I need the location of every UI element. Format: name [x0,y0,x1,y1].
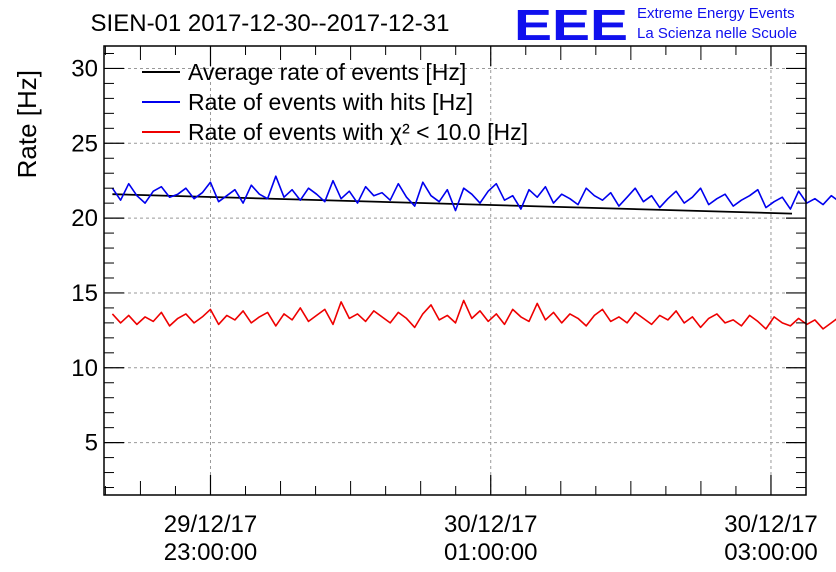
legend-entry-1: Average rate of events [Hz] [188,59,466,85]
y-tick-label: 25 [71,130,98,157]
eee-logo-line1: Extreme Energy Events [637,5,795,22]
eee-logo-line2: La Scienza nelle Scuole [637,25,797,42]
y-tick-label: 15 [71,280,98,307]
x-tick-labels: 29/12/1723:00:0030/12/1701:00:0030/12/17… [164,511,818,566]
x-tick-date-label: 30/12/17 [444,511,537,538]
y-axis-label: Rate [Hz] [12,70,42,178]
series-line-3 [111,299,836,330]
series-group [111,175,836,330]
x-tick-time-label: 23:00:00 [164,539,257,566]
x-tick-time-label: 03:00:00 [724,539,817,566]
legend: Average rate of events [Hz] Rate of event… [142,59,528,145]
x-tick-time-label: 01:00:00 [444,539,537,566]
y-tick-label: 20 [71,205,98,232]
axis-ticks [104,46,807,495]
y-tick-label: 30 [71,55,98,82]
y-tick-label: 5 [85,430,98,457]
legend-entry-3: Rate of events with χ² < 10.0 [Hz] [188,119,528,145]
legend-entry-2: Rate of events with hits [Hz] [188,89,473,115]
series-line-2 [111,175,836,212]
y-tick-label: 10 [71,355,98,382]
plot-frame [103,45,807,496]
chart-title: SIEN-01 2017-12-30--2017-12-31 [91,10,450,37]
x-tick-date-label: 29/12/17 [164,511,257,538]
x-tick-date-label: 30/12/17 [724,511,817,538]
grid-lines [104,46,806,495]
eee-logo: EEE Extreme Energy Events La Scienza nel… [514,1,797,50]
eee-logo-mark: EEE [514,1,628,50]
y-tick-labels: 5 10 15 20 25 30 [71,55,98,456]
